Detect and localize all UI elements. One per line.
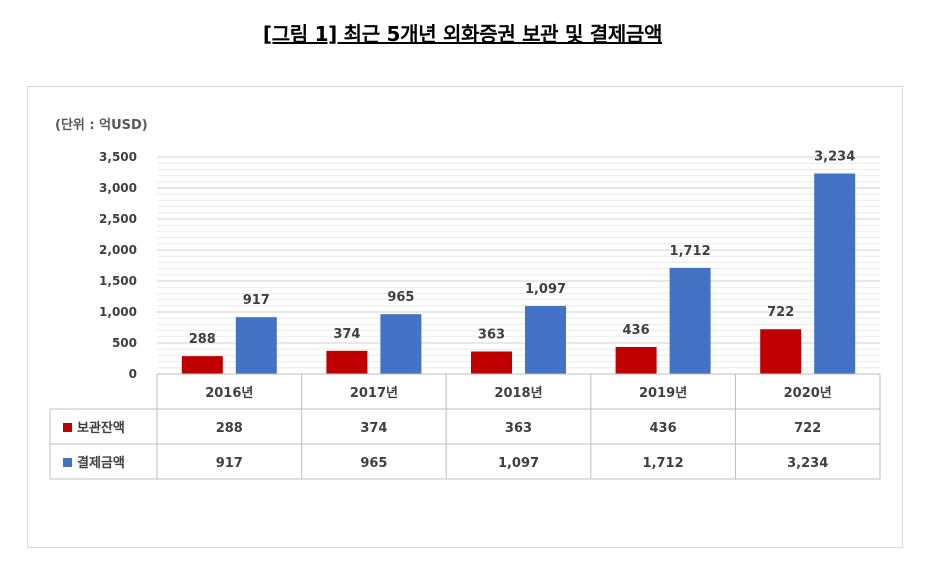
table-cell: 965: [360, 456, 387, 471]
y-tick-label: 500: [112, 336, 137, 350]
table-cell: 374: [360, 421, 387, 436]
table-cell: 917: [216, 456, 243, 471]
bar-custody: [181, 356, 223, 374]
category-label: 2019년: [639, 386, 687, 401]
table-cell: 3,234: [787, 456, 828, 471]
table-cell: 1,712: [643, 456, 684, 471]
bar-settlement: [380, 314, 422, 374]
unit-label: (단위 : 억USD): [55, 118, 148, 133]
legend-label: 결제금액: [77, 455, 125, 471]
data-label: 1,712: [670, 244, 711, 259]
y-tick-label: 2,000: [99, 243, 137, 257]
data-label: 917: [243, 293, 270, 308]
data-label: 374: [333, 327, 360, 342]
bar-custody: [471, 351, 512, 374]
data-label: 288: [189, 332, 216, 347]
category-label: 2017년: [350, 386, 398, 401]
data-label: 363: [478, 327, 505, 342]
legend-label: 보관잔액: [77, 420, 125, 436]
bar-custody: [326, 350, 368, 374]
data-label: 722: [767, 305, 794, 320]
table-cell: 1,097: [498, 456, 539, 471]
y-tick-label: 0: [129, 367, 137, 381]
legend-key-custody: [63, 423, 72, 432]
category-label: 2018년: [494, 386, 542, 401]
bar-settlement: [235, 317, 277, 374]
category-label: 2016년: [205, 386, 253, 401]
bar-custody: [615, 346, 657, 374]
data-label: 3,234: [814, 149, 855, 164]
data-label: 1,097: [525, 282, 566, 297]
table-cell: 436: [650, 421, 677, 436]
table-cell: 288: [216, 421, 243, 436]
figure-title: [그림 1] 최근 5개년 외화증권 보관 및 결제금액: [262, 22, 663, 46]
bar-settlement: [814, 173, 856, 374]
data-label: 965: [387, 290, 414, 305]
data-label: 436: [623, 323, 650, 338]
bar-custody: [760, 329, 802, 374]
legend-key-settlement: [63, 458, 72, 467]
y-tick-label: 1,000: [99, 305, 137, 319]
table-cell: 722: [794, 421, 821, 436]
bar-settlement: [669, 267, 711, 374]
bar-settlement: [525, 305, 566, 374]
y-tick-label: 3,500: [99, 150, 137, 164]
y-tick-label: 2,500: [99, 212, 137, 226]
category-label: 2020년: [784, 386, 832, 401]
y-tick-label: 1,500: [99, 274, 137, 288]
y-tick-label: 3,000: [99, 181, 137, 195]
table-cell: 363: [505, 421, 532, 436]
